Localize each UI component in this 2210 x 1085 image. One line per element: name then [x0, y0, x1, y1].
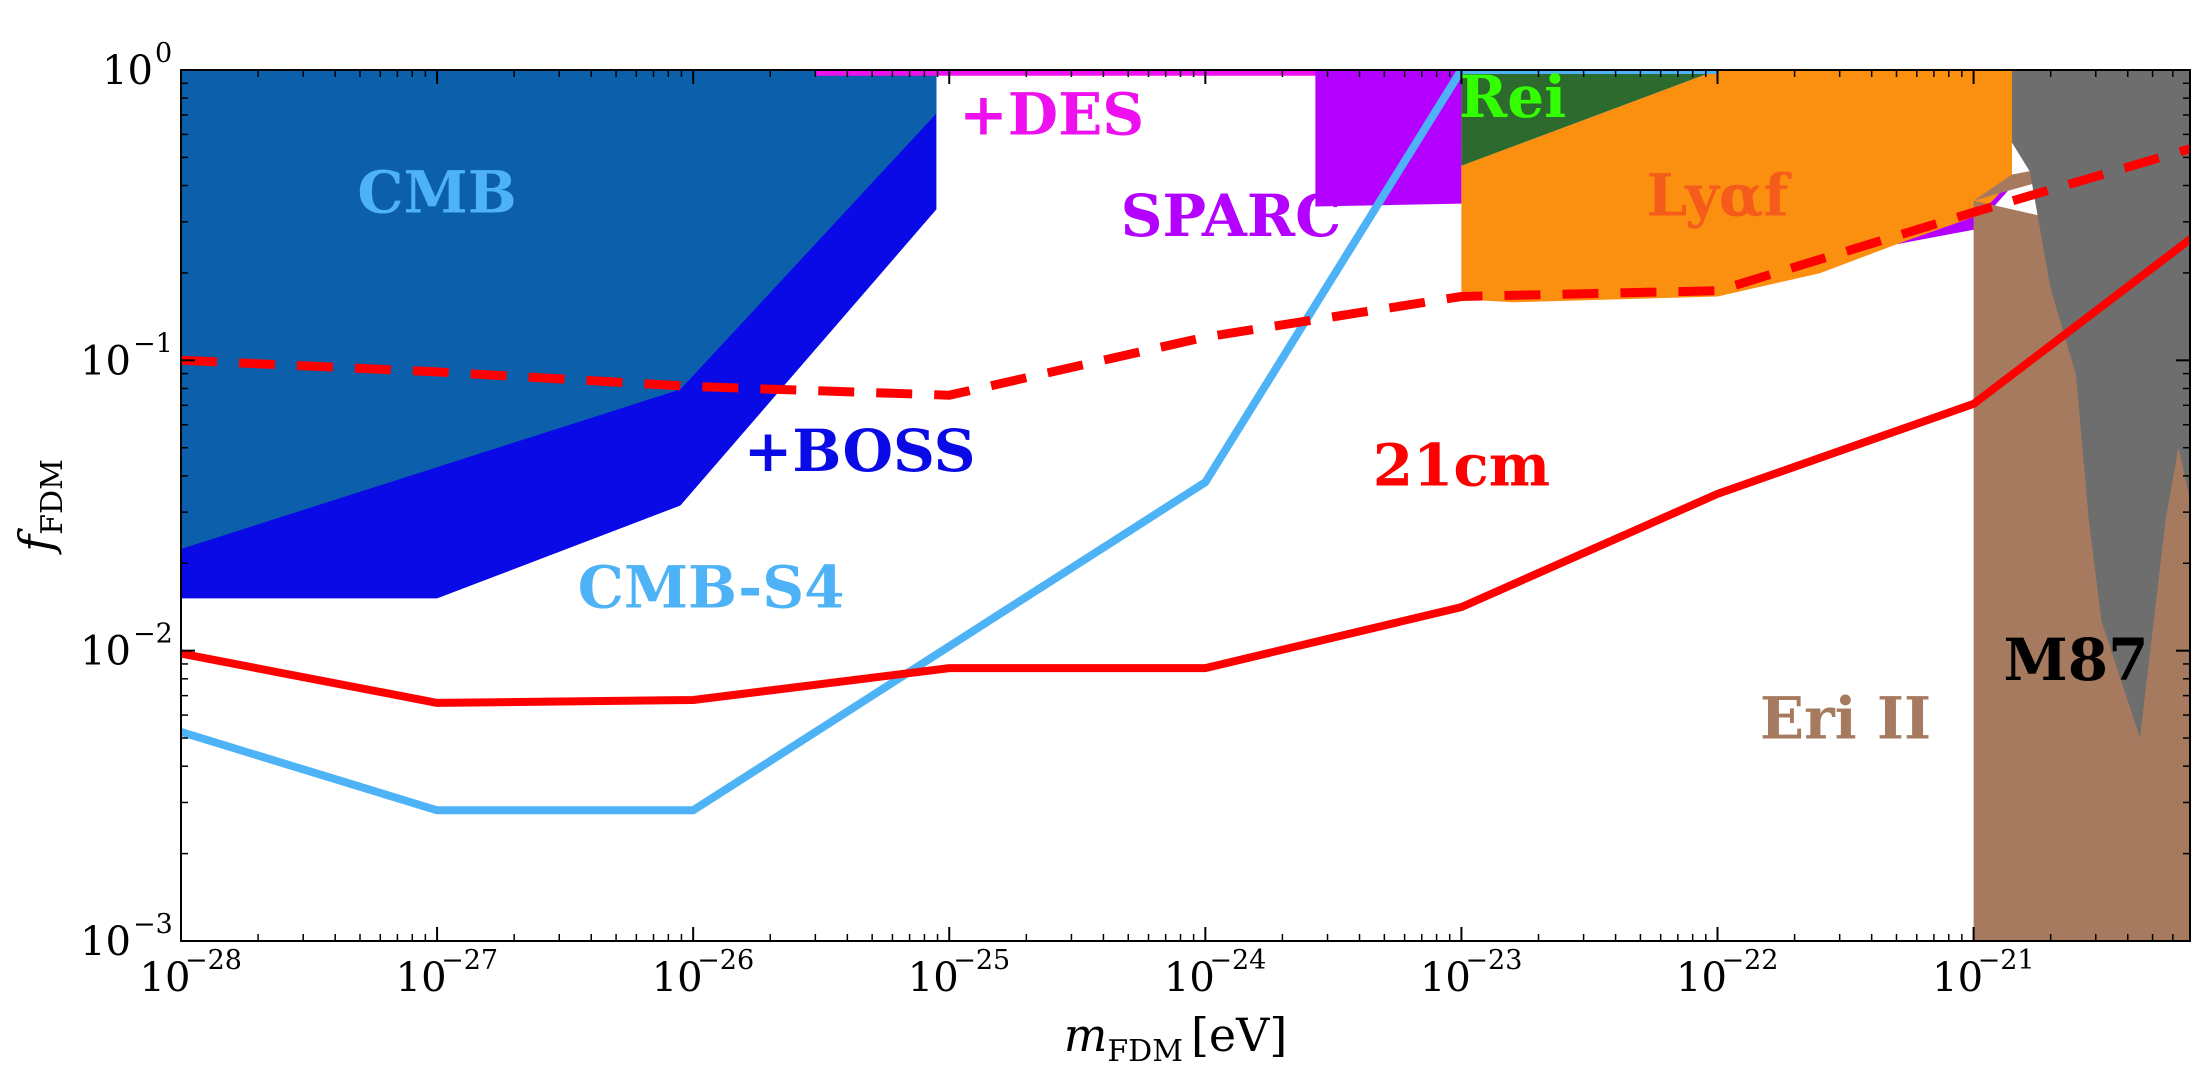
label-rei: Rei: [1459, 63, 1566, 131]
x-tick-label: 10: [652, 955, 703, 1001]
x-tick-exponent: −27: [441, 945, 498, 976]
line-cmb-s4: [181, 70, 1718, 815]
y-tick-exponent: −3: [133, 909, 173, 940]
x-tick-exponent: −22: [1722, 945, 1779, 976]
label-sparc: SPARC: [1121, 182, 1342, 250]
projection-lines: [181, 70, 2190, 815]
region-sparc: [1315, 70, 1462, 207]
x-tick-label: 10: [1164, 955, 1215, 1001]
label-des: +DES: [959, 80, 1144, 148]
y-tick-label: 10: [80, 338, 131, 384]
x-tick-label: 10: [908, 955, 959, 1001]
x-tick-label: 10: [396, 955, 447, 1001]
x-tick-exponent: −24: [1209, 945, 1266, 976]
axes: 10−28 10−27 10−26 10−25 10−24 10−23 10−22 10−21…: [9, 38, 2191, 1069]
label-boss: +BOSS: [744, 417, 976, 485]
y-tick-label: 10: [102, 48, 153, 94]
x-tick-exponent: −28: [185, 945, 242, 976]
x-tick-label: 10: [140, 955, 191, 1001]
x-tick-exponent: −25: [953, 945, 1010, 976]
x-tick-exponent: −23: [1465, 945, 1522, 976]
x-tick-exponent: −26: [697, 945, 754, 976]
y-tick-label: 10: [80, 629, 131, 675]
label-cmb: CMB: [357, 159, 516, 227]
x-tick-label: 10: [1932, 955, 1983, 1001]
y-tick-label: 10: [80, 919, 131, 965]
plot-frame: [180, 69, 2191, 942]
y-tick-exponent: −2: [133, 619, 173, 650]
x-tick-label: 10: [1420, 955, 1471, 1001]
region-m87: [2012, 70, 2190, 738]
excluded-regions: [181, 70, 2190, 941]
label-cm21: 21cm: [1373, 432, 1550, 500]
label-lya: Lyαf: [1647, 162, 1793, 230]
x-tick-exponent: −21: [1978, 945, 2035, 976]
y-tick-exponent: 0: [155, 38, 172, 69]
y-axis-label: fFDM: [9, 459, 70, 555]
label-m87: M87: [2004, 626, 2149, 694]
label-cmbs4: CMB-S4: [578, 554, 845, 622]
x-tick-label: 10: [1676, 955, 1727, 1001]
y-tick-exponent: −1: [133, 328, 173, 359]
region-rei: [1461, 70, 1718, 166]
region-labels: CMB +BOSS +DES SPARC Rei Lyαf 21cm CMB-S4 M87 Eri…: [357, 63, 2148, 752]
x-axis-label: mFDM [eV]: [1064, 1008, 1288, 1069]
region-cmb: [181, 70, 937, 549]
label-eri: Eri II: [1760, 684, 1931, 752]
line-21cm-solid: [181, 235, 2190, 707]
